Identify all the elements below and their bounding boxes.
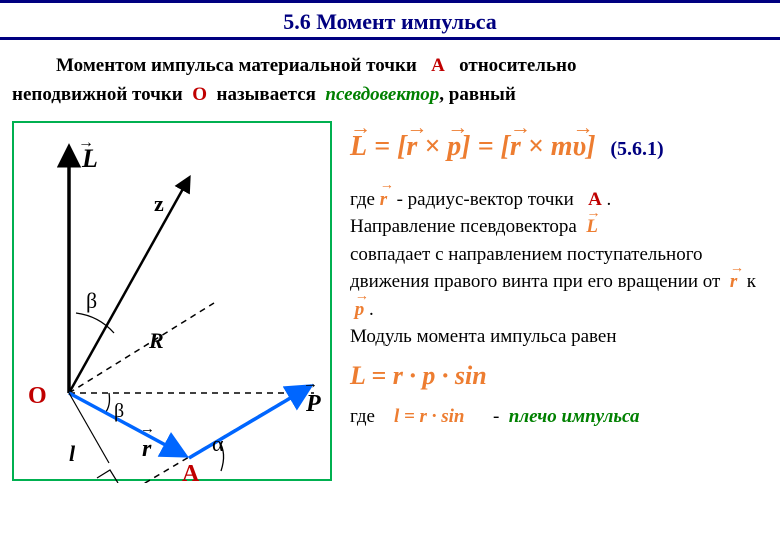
text-modulus: Модуль момента импульса равен [350, 326, 617, 347]
point-A-ref: А [431, 55, 445, 76]
explanation-1: где r - радиус-вектор точки А . Направле… [350, 186, 760, 351]
r-symbol-2: r [730, 268, 737, 296]
arm-formula: l = r · sin [394, 406, 465, 427]
text-dot-2: . [369, 299, 374, 320]
intro-text-2b: называется [217, 84, 316, 105]
intro-text-1a: Моментом импульса материальной точки [56, 55, 417, 76]
intro-paragraph: Моментом импульса материальной точки А о… [6, 52, 760, 121]
content-area: Моментом импульса материальной точки А о… [0, 48, 780, 491]
right-column: L = [r × p] = [r × mυ] (5.6.1) где r - р… [332, 121, 760, 430]
pseudovector-term: псевдовектор [325, 84, 439, 105]
p-symbol: p [355, 296, 365, 324]
section-header: 5.6 Момент импульса [0, 0, 780, 40]
svg-text:→: → [303, 376, 318, 392]
svg-text:A: A [182, 461, 200, 483]
formula-row: L = [r × p] = [r × mυ] (5.6.1) [350, 121, 760, 172]
body-row: L → z R P → r → l O A β β α L = [r × p] … [6, 121, 760, 481]
text-radius: - радиус-вектор точки [397, 189, 574, 210]
text-dash: - [493, 406, 499, 427]
text-to: к [747, 271, 756, 292]
explanation-2: где l = r · sin - плечо импульса [350, 403, 760, 431]
vector-diagram: L → z R P → r → l O A β β α [12, 121, 332, 481]
text-direction: Направление псевдовектора [350, 216, 577, 237]
modulus-formula: L = r · p · sin [350, 351, 760, 397]
diagram-svg: L → z R P → r → l O A β β α [14, 123, 334, 483]
svg-text:β: β [86, 288, 97, 313]
equation-number: (5.6.1) [610, 138, 663, 160]
point-O-ref: О [192, 84, 207, 105]
svg-text:α: α [212, 431, 224, 456]
text-where-2: где [350, 406, 375, 427]
intro-text-2a: неподвижной точки [12, 84, 183, 105]
L-symbol: L [586, 213, 598, 241]
text-dot: . [607, 189, 612, 210]
svg-text:l: l [69, 441, 76, 466]
section-title: 5.6 Момент импульса [283, 9, 497, 34]
text-where: где [350, 189, 375, 210]
arm-label: плечо импульса [509, 406, 640, 427]
main-formula: L = [r × p] = [r × mυ] [350, 121, 596, 172]
svg-text:β: β [114, 400, 124, 422]
svg-text:z: z [154, 191, 164, 216]
svg-text:→: → [140, 421, 155, 437]
intro-text-2c: , равный [439, 84, 516, 105]
svg-text:R: R [148, 328, 164, 353]
intro-text-1b: относительно [459, 55, 576, 76]
svg-text:r: r [142, 436, 152, 462]
svg-text:→: → [78, 134, 94, 151]
svg-text:P: P [305, 391, 321, 417]
text-coincides: совпадает с направлением поступательного… [350, 244, 720, 293]
svg-text:O: O [28, 383, 47, 409]
r-symbol: r [380, 186, 387, 214]
